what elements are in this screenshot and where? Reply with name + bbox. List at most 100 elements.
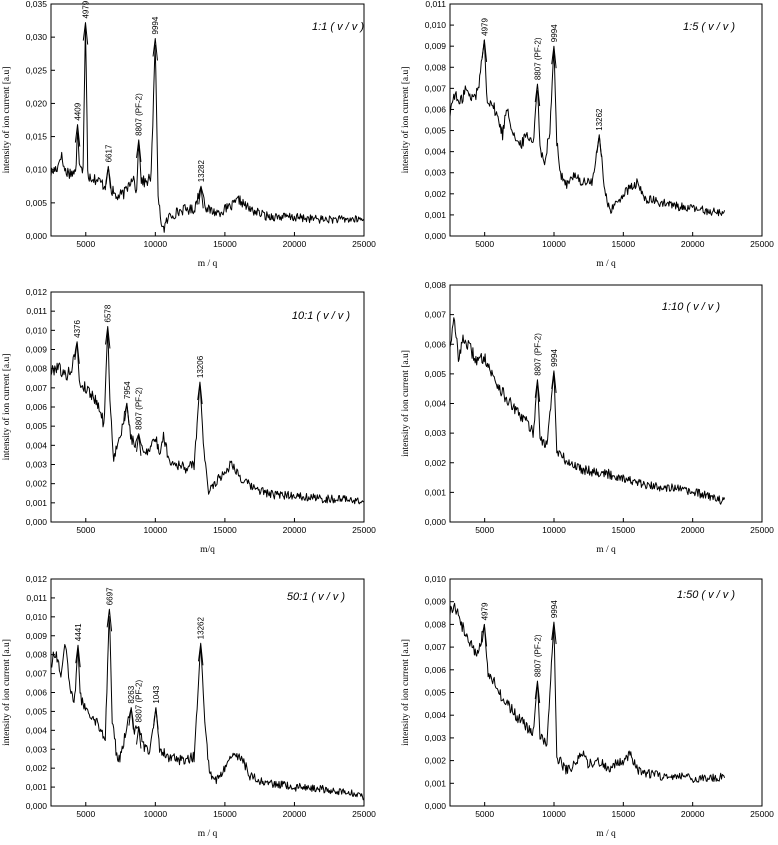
y-tick-label: 0,006	[26, 402, 48, 412]
y-tick-label: 0,008	[425, 619, 447, 629]
peak-label: 8807 (PF-2)	[533, 333, 542, 376]
peak-label: 8807 (PF-2)	[135, 680, 144, 723]
y-tick-label: 0,007	[425, 83, 447, 93]
y-tick-label: 0,003	[26, 744, 48, 754]
peak-label: 4409	[74, 102, 83, 120]
y-tick-label: 0,004	[26, 440, 48, 450]
x-tick-label: 25000	[352, 239, 376, 249]
y-tick-label: 0,002	[26, 479, 48, 489]
y-tick-label: 0,008	[26, 364, 48, 374]
y-tick-label: 0,000	[26, 801, 48, 811]
peak-8807-pf-2-	[136, 139, 142, 162]
y-tick-label: 0,011	[425, 0, 446, 9]
peak-13282	[198, 185, 204, 209]
spectrum-line	[50, 25, 365, 233]
peak-label: 4376	[73, 319, 82, 337]
y-tick-label: 0,007	[425, 310, 447, 320]
peak-label: 13206	[196, 355, 205, 378]
spectrum-line	[449, 602, 726, 783]
plot-frame	[449, 578, 763, 807]
y-tick-label: 0,030	[26, 32, 48, 42]
peak-9994	[551, 45, 557, 69]
y-tick-label: 0,009	[26, 631, 48, 641]
spectrum-line	[449, 317, 726, 505]
x-tick-label: 25000	[750, 809, 774, 819]
y-tick-label: 0,000	[425, 231, 447, 241]
y-axis-label: intensity of ion current [a.u]	[1, 639, 12, 746]
peak-label: 8263	[127, 685, 136, 703]
panel-1: 0,000 0,005 0,010 0,015 0,020 0,025 0,030 0,035…	[1, 0, 376, 269]
y-tick-label: 0,002	[425, 756, 447, 766]
peak-label: 9994	[550, 600, 559, 618]
y-tick-label: 0,004	[425, 710, 447, 720]
panel-2: 0,000 0,001 0,002 0,003 0,004 0,005 0,006 0,007…	[400, 0, 774, 269]
y-tick-label: 0,015	[26, 132, 48, 142]
x-tick-label: 5000	[76, 809, 95, 819]
y-tick-label: 0,005	[26, 706, 48, 716]
panel-6: 0,000 0,001 0,002 0,003 0,004 0,005 0,006 0,007…	[400, 574, 774, 839]
x-tick-label: 15000	[213, 809, 237, 819]
y-axis-label: intensity of ion current [a.u]	[400, 67, 411, 174]
x-tick-label: 20000	[283, 809, 307, 819]
y-tick-label: 0,006	[26, 688, 48, 698]
peak-9994	[152, 38, 158, 61]
x-tick-label: 25000	[750, 525, 774, 535]
x-tick-label: 10000	[542, 525, 566, 535]
x-tick-label: 25000	[750, 239, 774, 249]
x-tick-label: 5000	[76, 239, 95, 249]
y-tick-label: 0,010	[425, 574, 447, 584]
x-tick-label: 5000	[76, 525, 95, 535]
chart-title: 1:5 ( v / v )	[683, 21, 735, 33]
y-tick-label: 0,006	[425, 665, 447, 675]
chart-title: 1:1 ( v / v )	[312, 21, 364, 33]
peak-label: 8807 (PF-2)	[533, 37, 542, 80]
y-tick-label: 0,000	[425, 517, 447, 527]
plot-frame	[50, 3, 365, 237]
y-tick-label: 0,010	[26, 325, 48, 335]
peak-label: 13262	[595, 108, 604, 131]
peak-label: 6697	[105, 587, 114, 605]
x-tick-label: 20000	[681, 525, 705, 535]
peak-13262	[198, 642, 204, 666]
y-tick-label: 0,008	[425, 62, 447, 72]
x-tick-label: 20000	[283, 239, 307, 249]
peak-label: 8807 (PF-2)	[533, 634, 542, 677]
y-tick-label: 0,008	[425, 280, 447, 290]
peak-label: 4979	[480, 18, 489, 36]
y-tick-label: 0,009	[425, 597, 447, 607]
peak-6697	[106, 608, 113, 632]
y-tick-label: 0,005	[26, 421, 48, 431]
peak-label: 6617	[104, 144, 113, 162]
y-tick-label: 0,020	[26, 98, 48, 108]
peak-4409	[74, 124, 81, 147]
panel-4: 0,000 0,001 0,002 0,003 0,004 0,005 0,006 0,007…	[400, 280, 774, 555]
y-tick-label: 0,001	[425, 778, 447, 788]
peak-label: 7954	[123, 381, 132, 399]
peak-label: 13262	[197, 617, 206, 640]
peak-6578	[105, 326, 111, 349]
y-tick-label: 0,007	[26, 669, 48, 679]
x-tick-label: 10000	[144, 809, 168, 819]
x-tick-label: 5000	[475, 809, 494, 819]
peak-4376	[74, 341, 80, 364]
x-tick-label: 20000	[283, 525, 307, 535]
y-tick-label: 0,005	[26, 198, 48, 208]
peak-label: 1043	[152, 685, 161, 703]
peak-label: 13282	[197, 159, 206, 182]
y-axis-label: intensity of ion current [a.u]	[400, 350, 411, 457]
chart-title: 1:50 ( v / v )	[677, 589, 735, 601]
x-axis-label: m / q	[596, 259, 616, 269]
y-tick-label: 0,007	[26, 383, 48, 393]
x-axis-label: m / q	[596, 545, 616, 555]
peak-8807-pf-2-	[534, 83, 541, 107]
x-tick-label: 15000	[612, 809, 636, 819]
peak-label: 4979	[480, 602, 489, 620]
chart-title: 50:1 ( v / v )	[287, 591, 345, 603]
y-tick-label: 0,006	[425, 104, 447, 114]
y-tick-label: 0,003	[425, 428, 447, 438]
peak-8807-pf-2-	[136, 726, 142, 749]
y-tick-label: 0,008	[26, 650, 48, 660]
x-tick-label: 10000	[144, 525, 168, 535]
chart-title: 1:10 ( v / v )	[662, 301, 720, 313]
